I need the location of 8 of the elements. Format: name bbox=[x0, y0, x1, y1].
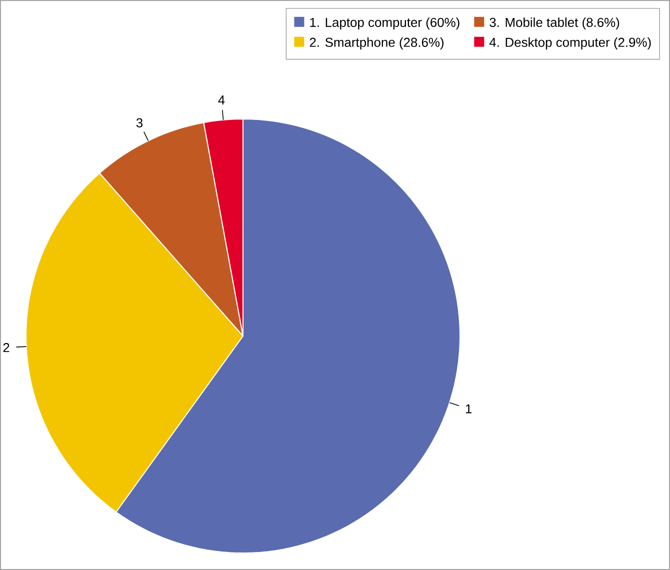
legend-label: 1. Laptop computer (60%) bbox=[310, 17, 460, 30]
legend-label: 3. Mobile tablet (8.6%) bbox=[490, 17, 620, 30]
text: 2 bbox=[3, 343, 10, 352]
text: 1 bbox=[466, 404, 472, 414]
text: 4 bbox=[218, 96, 225, 104]
legend-label: 4. Desktop computer (2.9%) bbox=[489, 37, 651, 50]
text: 3 bbox=[136, 118, 143, 128]
legend-label: 2. Smartphone (28.6%) bbox=[310, 37, 444, 50]
